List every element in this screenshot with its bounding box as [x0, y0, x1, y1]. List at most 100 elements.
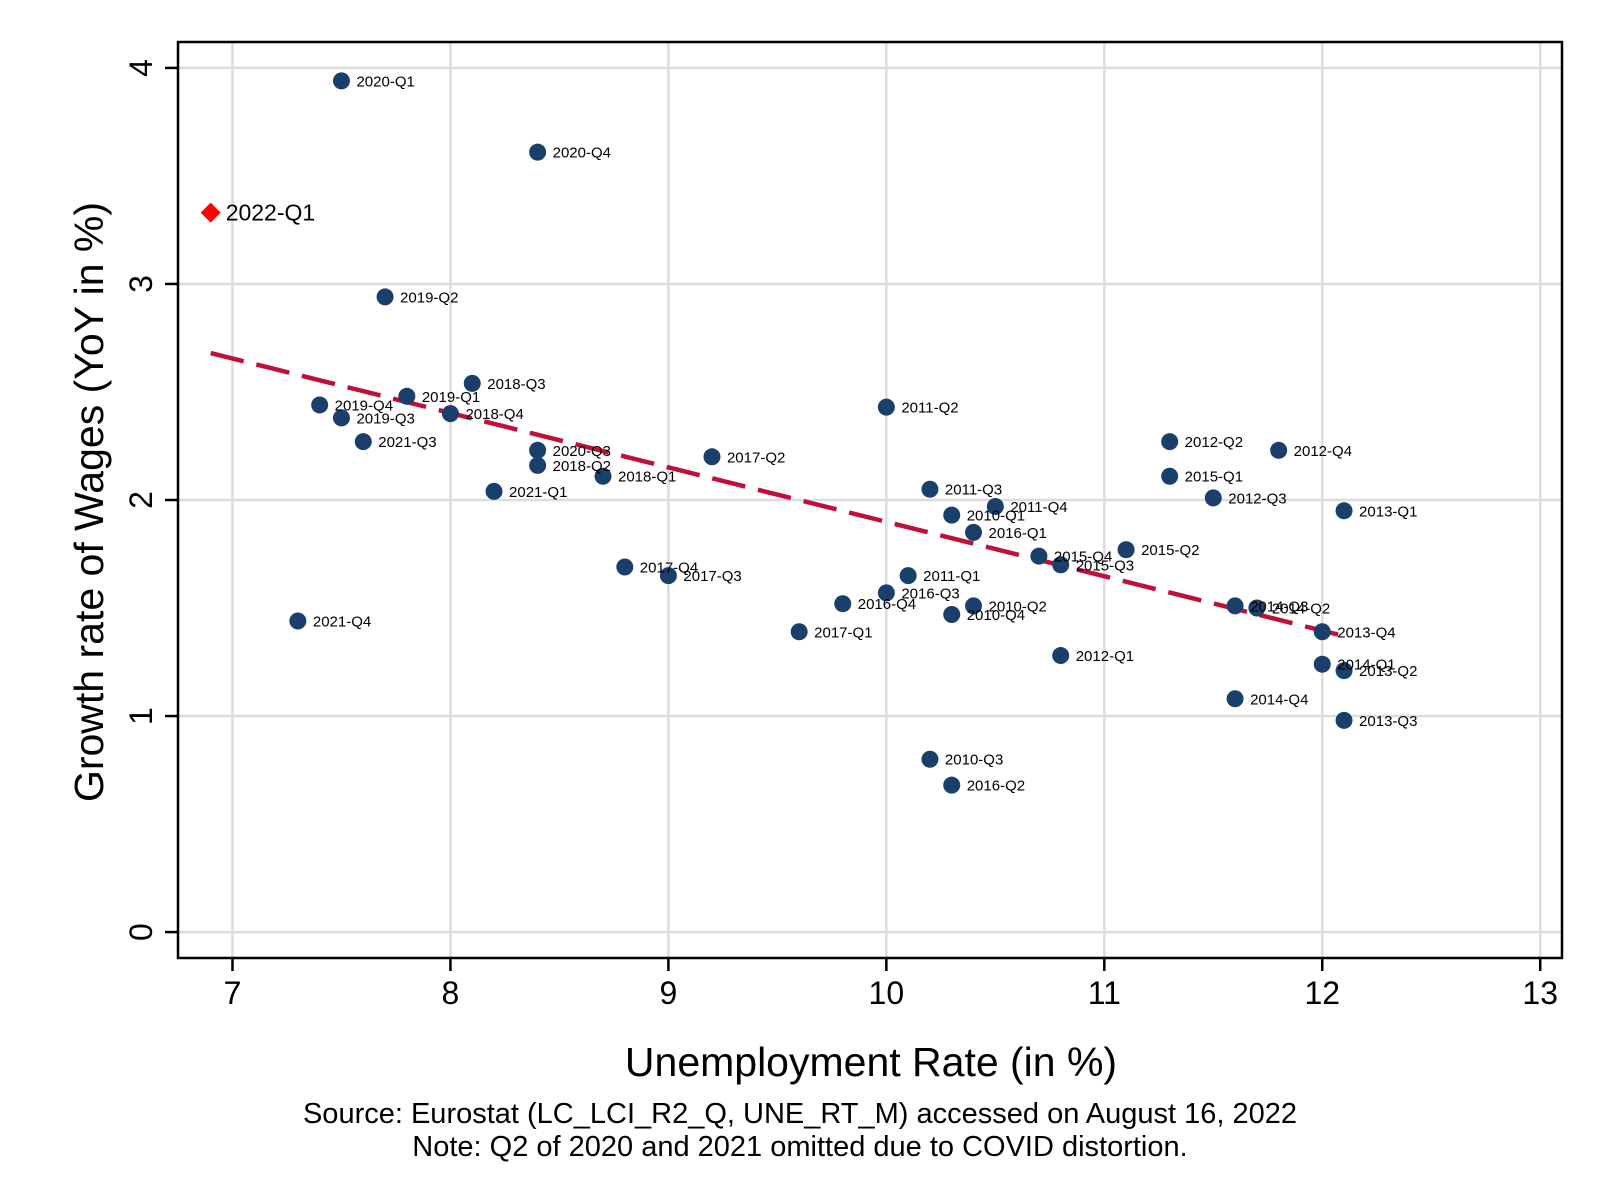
data-point [1335, 711, 1353, 729]
data-point [1117, 541, 1135, 559]
data-point [332, 409, 350, 427]
data-point [529, 456, 547, 474]
data-point [376, 288, 394, 306]
data-point [986, 497, 1004, 515]
data-point-label: 2013-Q2 [1359, 663, 1417, 680]
data-point-label: 2014-Q4 [1250, 691, 1308, 708]
x-tick-label: 7 [224, 975, 242, 1011]
data-point-label: 2015-Q4 [1054, 549, 1112, 566]
data-point [616, 558, 634, 576]
data-point-label: 2012-Q3 [1228, 490, 1286, 507]
data-point-label: 2021-Q4 [313, 613, 371, 630]
data-point-label: 2017-Q1 [814, 624, 872, 641]
data-point-label: 2010-Q1 [967, 508, 1025, 525]
data-point [877, 398, 895, 416]
fit-line [210, 350, 1345, 639]
y-tick-label: 3 [123, 275, 159, 293]
data-point-label: 2011-Q3 [945, 482, 1002, 499]
data-point [1161, 467, 1179, 485]
y-tick-label: 2 [123, 491, 159, 509]
data-point-label: 2011-Q2 [901, 400, 958, 417]
data-point-label: 2016-Q2 [967, 778, 1025, 795]
data-point [659, 567, 677, 585]
data-point-label: 2010-Q3 [945, 752, 1003, 769]
data-point [1248, 599, 1266, 617]
data-point [965, 597, 983, 615]
data-point [529, 441, 547, 459]
data-point [1270, 441, 1288, 459]
data-point-label: 2011-Q1 [923, 568, 980, 585]
data-point-label: 2017-Q2 [727, 449, 785, 466]
data-point-label: 2016-Q4 [858, 596, 916, 613]
x-tick-label: 8 [442, 975, 460, 1011]
data-point-label: 2016-Q3 [901, 585, 959, 602]
data-point-label: 2014-Q2 [1272, 601, 1330, 618]
data-point-label: 2010-Q2 [989, 598, 1047, 615]
data-point-label: 2010-Q4 [967, 607, 1025, 624]
fit-line-layer [210, 350, 1345, 639]
data-point-label: 2018-Q3 [487, 376, 545, 393]
data-point-label: 2021-Q3 [378, 434, 436, 451]
data-point-label: 2014-Q1 [1337, 657, 1395, 674]
data-point-label: 2016-Q1 [989, 525, 1047, 542]
data-point-label: 2020-Q3 [553, 443, 611, 460]
x-tick-label: 9 [659, 975, 677, 1011]
data-point [1161, 433, 1179, 451]
data-point-label: 2012-Q2 [1185, 434, 1243, 451]
data-point-label: 2015-Q3 [1076, 557, 1134, 574]
x-tick-label: 10 [869, 975, 905, 1011]
data-point-label: 2017-Q4 [640, 559, 698, 576]
data-point-label: 2015-Q1 [1185, 469, 1243, 486]
data-point-label: 2013-Q4 [1337, 624, 1395, 641]
data-point-label: 2018-Q2 [553, 458, 611, 475]
data-point [1226, 690, 1244, 708]
data-point-label: 2019-Q3 [356, 410, 414, 427]
data-point [1313, 655, 1331, 673]
data-point-label: 2012-Q4 [1294, 443, 1352, 460]
data-point [921, 750, 939, 768]
source-note: Source: Eurostat (LC_LCI_R2_Q, UNE_RT_M)… [302, 1098, 1298, 1130]
x-tick-label: 11 [1088, 975, 1121, 1011]
data-point [1204, 489, 1222, 507]
x-tick-label: 12 [1304, 975, 1340, 1011]
grid-lines [178, 42, 1562, 958]
highlight-point-label: 2022-Q1 [226, 200, 316, 226]
data-point-label: 2017-Q3 [683, 568, 741, 585]
data-point [703, 448, 721, 466]
y-axis-title: Growth rate of Wages (YoY in %) [66, 202, 112, 802]
data-point [1226, 597, 1244, 615]
data-point-label: 2018-Q4 [465, 406, 523, 423]
y-tick-label: 4 [123, 59, 159, 77]
data-point-label: 2014-Q3 [1250, 598, 1308, 615]
data-point [441, 405, 459, 423]
x-axis-title: Unemployment Rate (in %) [625, 1039, 1117, 1085]
data-point-label: 2019-Q1 [422, 389, 480, 406]
data-point [899, 567, 917, 585]
data-point [311, 396, 329, 414]
data-point [594, 467, 612, 485]
data-point [332, 72, 350, 90]
data-point [1313, 623, 1331, 641]
y-tick-label: 0 [123, 923, 159, 941]
point-labels: 2010-Q1 2010-Q2 2010-Q3 2010-Q4 2011-Q1 2011-… [226, 73, 1418, 794]
data-point [398, 387, 416, 405]
data-point [289, 612, 307, 630]
data-point [965, 523, 983, 541]
data-point-label: 2013-Q3 [1359, 713, 1417, 730]
data-point [1335, 662, 1353, 680]
x-tick-label: 13 [1522, 975, 1558, 1011]
data-point [943, 606, 961, 623]
data-point [834, 595, 852, 613]
data-point-label: 2018-Q1 [618, 469, 676, 486]
data-point [1030, 547, 1048, 565]
data-point-label: 2011-Q4 [1010, 499, 1067, 516]
data-point [485, 482, 503, 500]
data-point [1335, 502, 1353, 520]
data-point [1052, 556, 1070, 574]
highlight-point [200, 202, 221, 223]
data-point [1052, 647, 1070, 665]
data-point [943, 506, 961, 524]
data-point-label: 2020-Q1 [356, 73, 414, 90]
